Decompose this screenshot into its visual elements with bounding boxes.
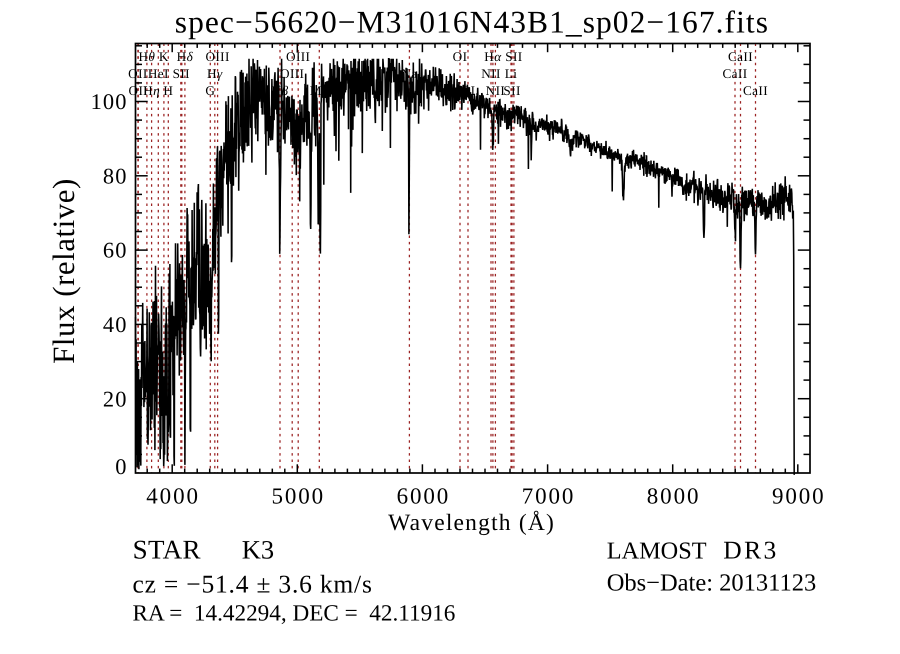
svg-text:Hη: Hη [143, 83, 160, 98]
svg-text:Hγ: Hγ [207, 66, 223, 81]
svg-text:G: G [205, 83, 215, 98]
svg-text:7000: 7000 [522, 484, 576, 509]
svg-text:OIII: OIII [286, 49, 310, 64]
svg-text:6000: 6000 [397, 484, 451, 509]
svg-text:8000: 8000 [647, 484, 701, 509]
svg-text:SII: SII [173, 66, 190, 81]
svg-text:80: 80 [103, 163, 128, 188]
svg-text:RA = 14.42294, DEC = 42.1191: RA = 14.42294, DEC = 42.11916 [133, 600, 456, 626]
svg-text:Hθ: Hθ [138, 49, 155, 64]
svg-text:40: 40 [103, 312, 128, 337]
svg-text:NII: NII [481, 66, 501, 81]
svg-text:OI: OI [453, 49, 468, 64]
svg-text:OII: OII [128, 66, 148, 81]
svg-text:Hα: Hα [484, 49, 502, 64]
svg-text:cz = −51.4 ± 3.6 km/s: cz = −51.4 ± 3.6 km/s [133, 570, 373, 599]
svg-text:DR3: DR3 [723, 536, 778, 565]
svg-text:OIII: OIII [205, 49, 229, 64]
svg-text:60: 60 [103, 238, 128, 263]
svg-text:LAMOST: LAMOST [607, 538, 707, 565]
svg-text:H: H [163, 83, 173, 98]
svg-text:SII: SII [503, 83, 520, 98]
svg-text:CaII: CaII [743, 83, 768, 98]
svg-text:Obs−Date: 20131123: Obs−Date: 20131123 [607, 570, 817, 597]
svg-text:9000: 9000 [772, 484, 826, 509]
svg-text:OII: OII [129, 83, 149, 98]
svg-text:SII: SII [505, 49, 522, 64]
svg-text:4000: 4000 [146, 484, 200, 509]
svg-text:Li: Li [505, 66, 518, 81]
svg-text:Hδ: Hδ [177, 49, 194, 64]
svg-text:100: 100 [91, 89, 128, 114]
svg-text:HeI: HeI [148, 66, 169, 81]
svg-text:NII: NII [486, 83, 506, 98]
svg-text:5000: 5000 [271, 484, 325, 509]
svg-text:0: 0 [115, 454, 127, 479]
svg-text:K3: K3 [242, 535, 274, 565]
svg-text:Wavelength (Å): Wavelength (Å) [388, 510, 555, 536]
svg-text:CaII: CaII [728, 49, 753, 64]
svg-text:STAR: STAR [133, 535, 201, 565]
svg-text:spec−56620−M31016N43B1_sp02−16: spec−56620−M31016N43B1_sp02−167.fits [175, 5, 769, 40]
svg-text:Flux (relative): Flux (relative) [46, 178, 81, 364]
svg-text:OIII: OIII [280, 66, 304, 81]
svg-text:20: 20 [103, 386, 128, 411]
svg-text:CaII: CaII [722, 66, 747, 81]
svg-text:K: K [159, 49, 169, 64]
